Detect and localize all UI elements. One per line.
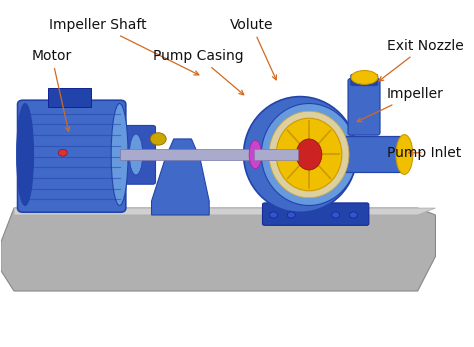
Text: Impeller: Impeller bbox=[357, 87, 444, 122]
Ellipse shape bbox=[129, 134, 143, 175]
Ellipse shape bbox=[249, 140, 262, 169]
FancyBboxPatch shape bbox=[117, 126, 155, 184]
Ellipse shape bbox=[276, 118, 342, 191]
Circle shape bbox=[349, 212, 357, 218]
Text: Exit Nozzle: Exit Nozzle bbox=[379, 39, 464, 81]
Circle shape bbox=[332, 212, 339, 218]
FancyBboxPatch shape bbox=[263, 203, 369, 225]
Polygon shape bbox=[152, 139, 209, 215]
Ellipse shape bbox=[296, 139, 322, 170]
Text: Impeller Shaft: Impeller Shaft bbox=[49, 18, 199, 75]
Ellipse shape bbox=[17, 103, 34, 205]
FancyBboxPatch shape bbox=[348, 78, 380, 135]
Text: Volute: Volute bbox=[229, 18, 276, 80]
Polygon shape bbox=[0, 208, 436, 291]
Polygon shape bbox=[14, 208, 436, 215]
Circle shape bbox=[150, 133, 166, 145]
Circle shape bbox=[58, 149, 67, 156]
FancyBboxPatch shape bbox=[351, 74, 378, 86]
Circle shape bbox=[270, 212, 277, 218]
Ellipse shape bbox=[111, 103, 128, 205]
FancyBboxPatch shape bbox=[48, 88, 91, 108]
Ellipse shape bbox=[269, 111, 349, 198]
Text: Pump Casing: Pump Casing bbox=[153, 49, 244, 95]
Ellipse shape bbox=[351, 70, 378, 84]
Ellipse shape bbox=[396, 135, 413, 174]
FancyBboxPatch shape bbox=[119, 149, 310, 160]
Text: Pump Inlet: Pump Inlet bbox=[387, 146, 461, 160]
Ellipse shape bbox=[244, 96, 357, 212]
Ellipse shape bbox=[261, 103, 357, 205]
FancyBboxPatch shape bbox=[338, 136, 404, 172]
FancyBboxPatch shape bbox=[18, 100, 126, 212]
Text: Motor: Motor bbox=[32, 49, 72, 132]
FancyBboxPatch shape bbox=[254, 149, 298, 160]
Circle shape bbox=[287, 212, 295, 218]
